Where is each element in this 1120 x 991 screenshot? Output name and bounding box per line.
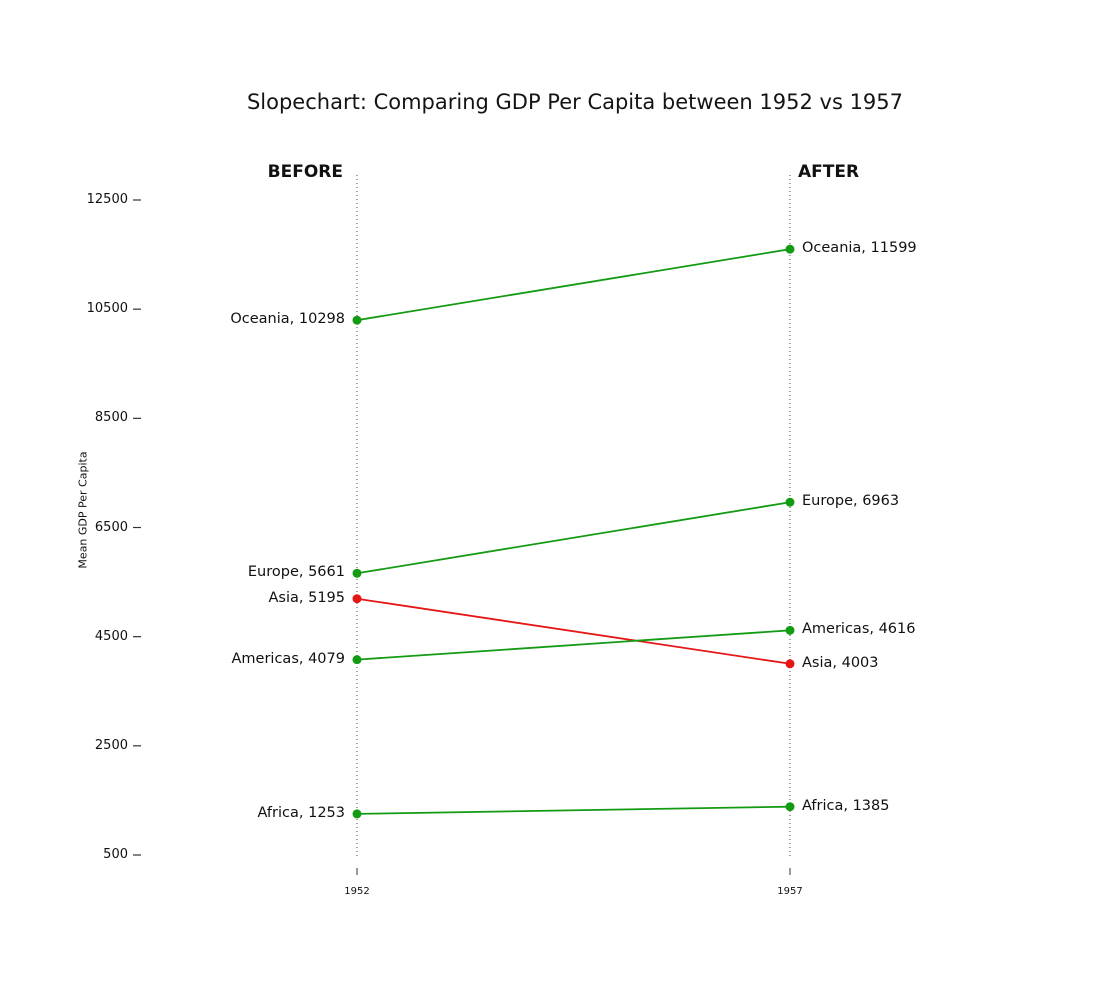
series-label-before-americas: Americas, 4079 (231, 650, 346, 667)
data-point-before-americas (352, 655, 362, 665)
chart-title: Slopechart: Comparing GDP Per Capita bet… (246, 90, 904, 114)
data-point-before-oceania (352, 315, 362, 325)
slope-line-africa (356, 805, 791, 815)
before-column-header: BEFORE (267, 162, 343, 182)
y-tick-label: 500 (103, 847, 128, 862)
y-tick-label: 6500 (94, 519, 128, 535)
series-label-after-americas: Americas, 4616 (802, 621, 916, 638)
series-label-before-asia: Asia, 5195 (268, 589, 345, 606)
data-point-after-africa (785, 802, 795, 812)
y-tick-label: 10500 (86, 301, 128, 317)
series-label-after-africa: Africa, 1385 (802, 797, 890, 814)
x-tick-label-1957: 1957 (777, 886, 803, 897)
data-point-before-africa (352, 809, 362, 819)
series-label-after-asia: Asia, 4003 (802, 654, 879, 671)
slope-line-europe (356, 501, 791, 575)
data-point-after-europe (785, 497, 795, 507)
series-label-after-europe: Europe, 6963 (802, 493, 900, 510)
series-label-before-europe: Europe, 5661 (247, 564, 345, 581)
data-point-after-oceania (785, 244, 795, 254)
data-point-after-asia (785, 659, 795, 669)
series-label-before-africa: Africa, 1253 (257, 804, 345, 821)
series-label-before-oceania: Oceania, 10298 (230, 311, 345, 328)
slope-line-oceania (356, 248, 791, 322)
y-tick-label: 12500 (86, 192, 128, 207)
slope-line-americas (356, 629, 791, 661)
slope-line-asia (356, 597, 791, 665)
data-point-before-europe (352, 568, 362, 578)
y-tick-label: 4500 (94, 628, 128, 644)
data-point-after-americas (785, 625, 795, 635)
data-point-before-asia (352, 594, 362, 604)
series-label-after-oceania: Oceania, 11599 (802, 240, 917, 257)
after-column-header: AFTER (798, 162, 860, 182)
x-tick-label-1952: 1952 (344, 886, 370, 897)
y-tick-label: 2500 (94, 737, 128, 753)
y-tick-label: 8500 (94, 410, 128, 426)
